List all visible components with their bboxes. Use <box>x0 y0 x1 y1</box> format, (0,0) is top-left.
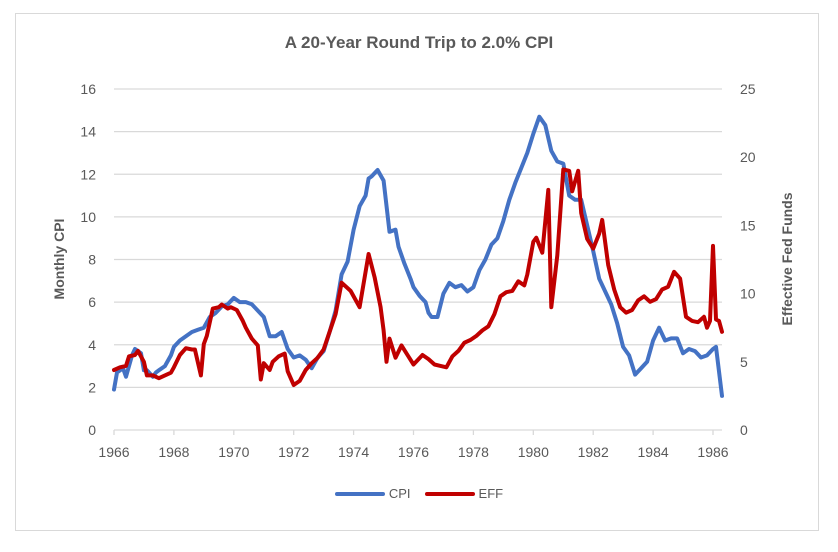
y-tick-label: 6 <box>88 294 96 310</box>
y-tick-label: 0 <box>88 422 96 438</box>
y-axis-title: Monthly CPI <box>51 219 67 300</box>
x-tick-label: 1980 <box>518 444 549 460</box>
legend-item-eff: EFF <box>424 486 504 501</box>
x-tick-label: 1972 <box>278 444 309 460</box>
y-tick-label: 8 <box>88 252 96 268</box>
y2-tick-label: 10 <box>740 286 756 302</box>
y2-axis-title: Effective Fed Funds <box>779 192 795 325</box>
legend-item-cpi: CPI <box>334 486 411 501</box>
x-tick-label: 1970 <box>218 444 249 460</box>
y-tick-label: 4 <box>88 337 96 353</box>
y-tick-label: 12 <box>80 166 96 182</box>
x-tick-label: 1982 <box>578 444 609 460</box>
legend: CPI EFF <box>0 486 838 501</box>
y-tick-label: 16 <box>80 81 96 97</box>
series-line-eff <box>112 167 724 387</box>
chart-frame <box>15 13 819 531</box>
y2-tick-label: 25 <box>740 81 756 97</box>
series-line-cpi <box>112 114 724 398</box>
y-axis-right: 0 5 10 15 20 25 <box>740 81 756 438</box>
x-tick-label: 1974 <box>338 444 369 460</box>
x-tick-label: 1976 <box>398 444 429 460</box>
legend-label-eff: EFF <box>478 486 504 501</box>
x-tick-label: 1986 <box>697 444 728 460</box>
y2-tick-label: 20 <box>740 149 756 165</box>
y-axis-left: 0 2 4 6 8 10 12 14 16 <box>80 81 96 438</box>
chart-title: A 20-Year Round Trip to 2.0% CPI <box>284 33 554 52</box>
y-tick-label: 10 <box>80 209 96 225</box>
x-axis: 1966 1968 1970 1972 1974 1976 1978 1980 1982 1984… <box>98 429 729 460</box>
legend-label-cpi: CPI <box>388 486 411 501</box>
y-tick-label: 2 <box>88 379 96 395</box>
x-tick-label: 1978 <box>458 444 489 460</box>
x-tick-label: 1984 <box>638 444 669 460</box>
y2-tick-label: 0 <box>740 422 748 438</box>
y2-tick-label: 15 <box>740 217 756 233</box>
x-tick-label: 1968 <box>158 444 189 460</box>
x-tick-label: 1966 <box>98 444 129 460</box>
y2-tick-label: 5 <box>740 354 748 370</box>
gridlines <box>114 88 722 389</box>
series-lines <box>112 114 724 398</box>
legend-swatch-eff <box>424 491 475 496</box>
legend-swatch-cpi <box>334 491 385 496</box>
y-tick-label: 14 <box>80 124 96 140</box>
